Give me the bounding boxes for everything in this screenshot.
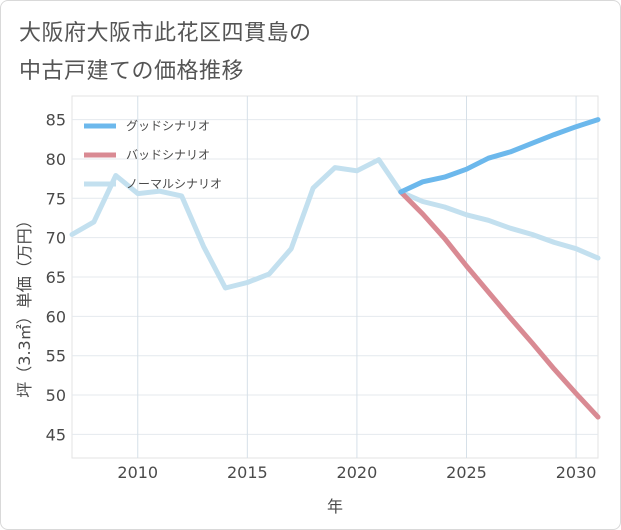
y-tick-label: 70 [46, 229, 66, 248]
series-lines [69, 117, 601, 420]
x-axis-label: 年 [327, 497, 343, 516]
legend-label: ノーマルシナリオ [126, 177, 222, 191]
chart-title-line-2: 中古戸建ての価格推移 [19, 59, 245, 84]
legend-label: グッドシナリオ [126, 119, 210, 133]
x-tick-label: 2030 [556, 463, 597, 482]
y-tick-label: 45 [46, 425, 66, 444]
series-line-2 [398, 189, 601, 420]
y-tick-label: 60 [46, 307, 66, 326]
y-tick-label: 80 [46, 150, 66, 169]
y-axis-label: 坪（3.3㎡）単価（万円） [15, 212, 34, 397]
x-tick-label: 2010 [117, 463, 158, 482]
y-tick-label: 75 [46, 189, 66, 208]
y-tick-label: 55 [46, 347, 66, 366]
tick-labels: 45 50 55 60 65 70 75 80 85 2010 2015 2020 2025 2030 [46, 111, 597, 482]
series-line-1 [398, 117, 601, 195]
chart-title: 大阪府大阪市此花区四貫島の 中古戸建ての価格推移 [19, 15, 312, 91]
x-tick-label: 2020 [337, 463, 378, 482]
x-tick-label: 2025 [446, 463, 487, 482]
legend-label: バッドシナリオ [126, 148, 210, 162]
x-tick-label: 2015 [227, 463, 268, 482]
chart-title-line-1: 大阪府大阪市此花区四貫島の [19, 21, 312, 46]
y-tick-label: 50 [46, 386, 66, 405]
y-tick-label: 85 [46, 111, 66, 130]
y-tick-label: 65 [46, 268, 66, 287]
series-line-3 [69, 157, 601, 291]
grid-lines [72, 96, 598, 458]
